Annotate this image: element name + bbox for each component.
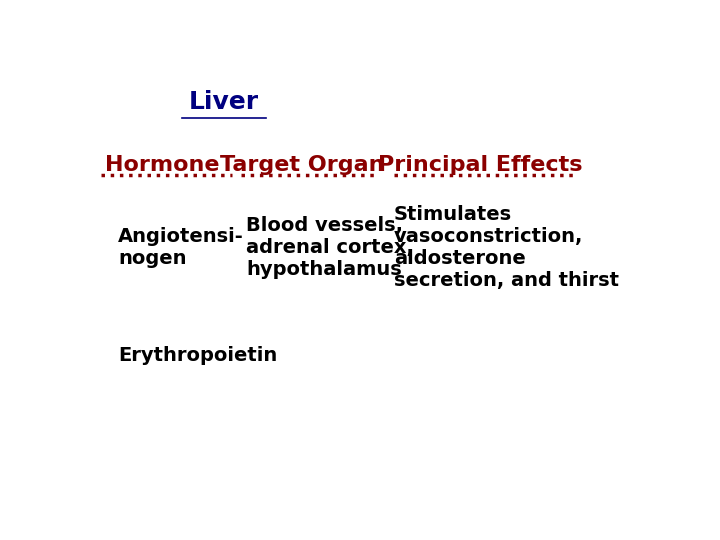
Text: Target Organ: Target Organ [220, 154, 384, 174]
Text: Erythropoietin: Erythropoietin [118, 346, 277, 366]
Text: Angiotensi-
nogen: Angiotensi- nogen [118, 227, 243, 268]
Text: Hormone: Hormone [105, 154, 220, 174]
Text: Liver: Liver [189, 90, 259, 114]
Text: Stimulates
vasoconstriction,
aldosterone
secretion, and thirst: Stimulates vasoconstriction, aldosterone… [394, 205, 619, 291]
Text: Principal Effects: Principal Effects [378, 154, 583, 174]
Text: Blood vessels,
adrenal cortex,
hypothalamus: Blood vessels, adrenal cortex, hypothala… [246, 216, 414, 279]
